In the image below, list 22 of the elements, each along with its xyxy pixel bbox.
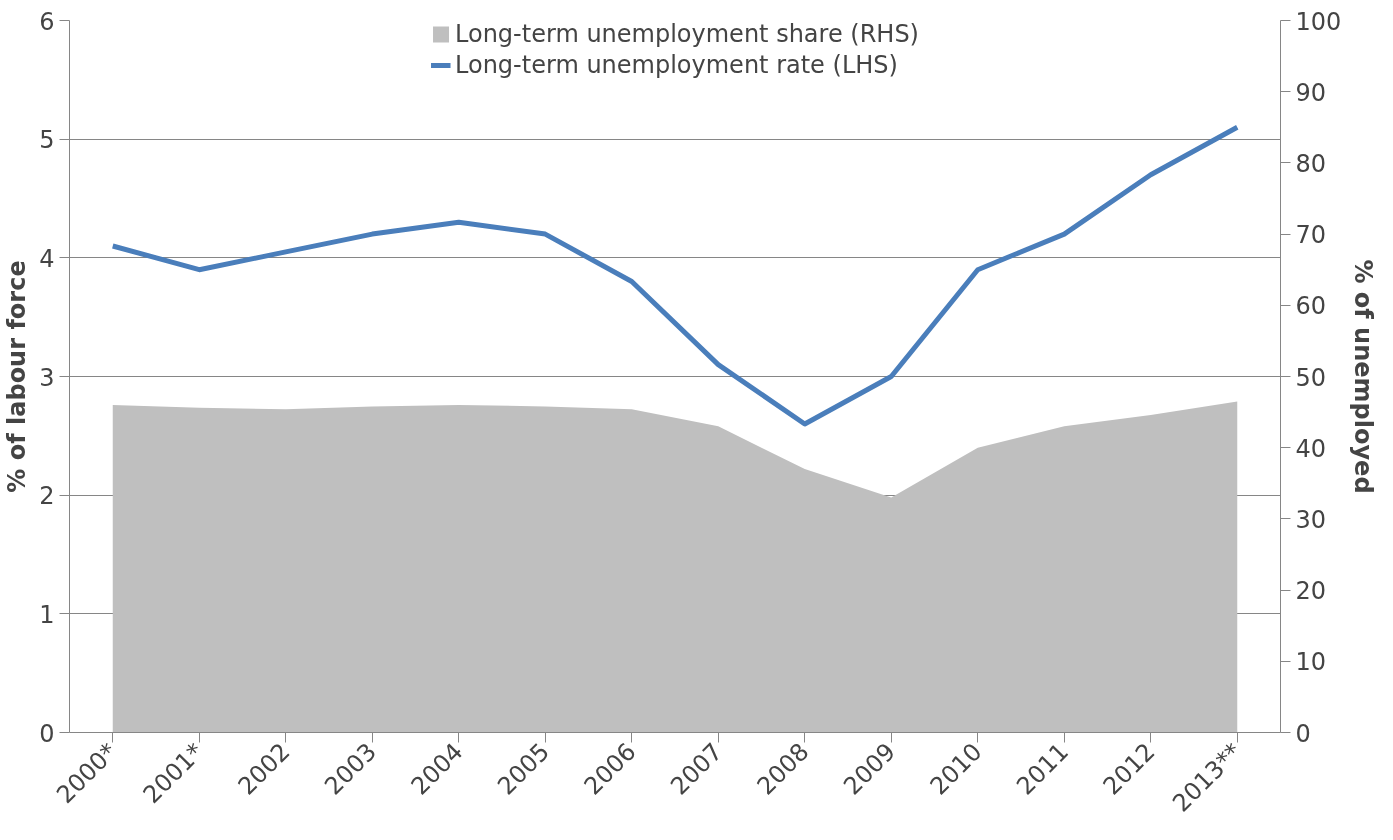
- y2-tick-label: 60: [1295, 292, 1327, 321]
- y2-tick-label: 100: [1295, 7, 1342, 36]
- y2-tick-label: 80: [1295, 149, 1327, 178]
- y2-tick-label: 30: [1295, 505, 1327, 534]
- y2-tick-label: 20: [1295, 577, 1327, 606]
- y-tick-label: 2: [39, 482, 55, 511]
- y-tick-label: 0: [39, 719, 55, 748]
- y2-tick-label: 90: [1295, 78, 1327, 107]
- y-tick-label: 1: [39, 600, 55, 629]
- y2-axis-title: % of unemployed: [1349, 259, 1378, 494]
- y-tick-label: 5: [39, 126, 55, 155]
- y2-tick-label: 0: [1295, 719, 1311, 748]
- y2-tick-label: 10: [1295, 648, 1327, 677]
- legend-label: Long-term unemployment rate (LHS): [455, 51, 898, 79]
- y-tick-label: 4: [39, 244, 55, 273]
- y-axis-title: % of labour force: [3, 260, 32, 493]
- y-tick-label: 3: [39, 363, 55, 392]
- y2-tick-label: 70: [1295, 221, 1327, 250]
- y2-tick-label: 40: [1295, 434, 1327, 463]
- y2-tick-label: 50: [1295, 363, 1327, 392]
- legend-label: Long-term unemployment share (RHS): [455, 20, 919, 48]
- y-tick-label: 6: [39, 7, 55, 36]
